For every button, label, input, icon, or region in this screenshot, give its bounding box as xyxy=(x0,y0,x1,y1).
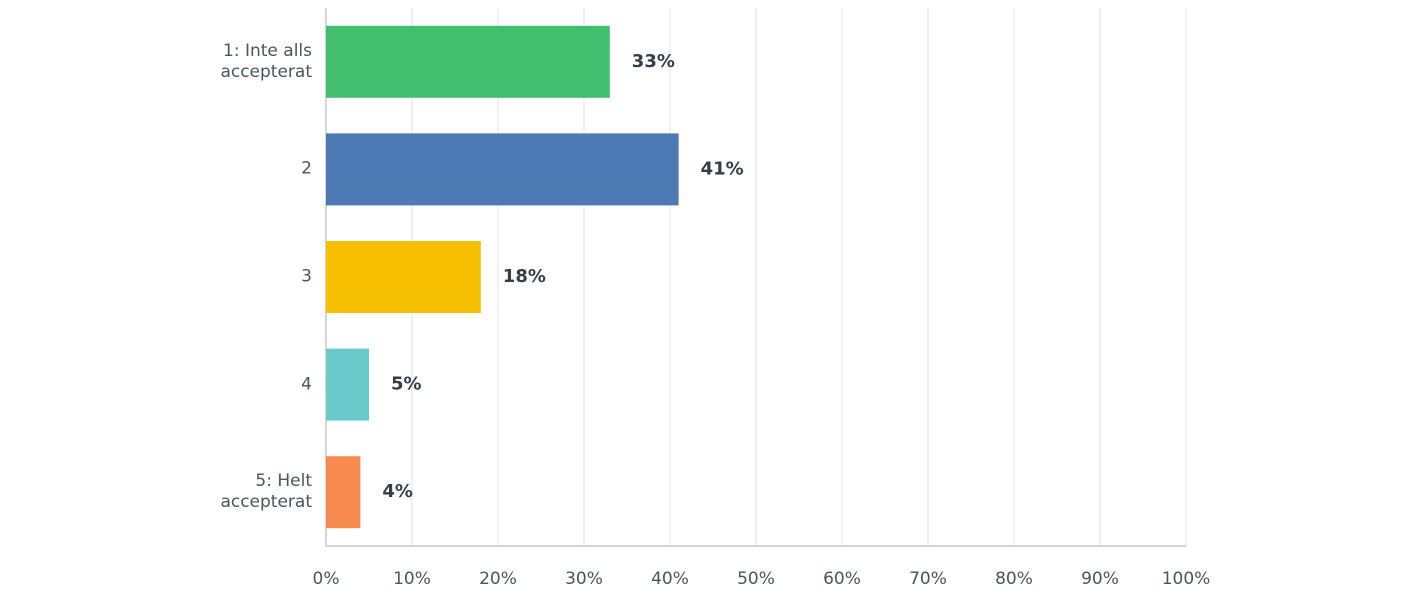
x-tick-label: 70% xyxy=(909,569,947,589)
x-tick-label: 10% xyxy=(393,569,431,589)
bar xyxy=(326,25,610,98)
y-tick-label: 3 xyxy=(301,266,312,287)
x-tick-label: 30% xyxy=(565,569,603,589)
bar xyxy=(326,456,361,529)
x-tick-label: 80% xyxy=(995,569,1033,589)
bar xyxy=(326,241,481,313)
value-label: 5% xyxy=(391,374,422,395)
x-tick-label: 40% xyxy=(651,569,689,589)
x-tick-label: 90% xyxy=(1081,569,1119,589)
bar xyxy=(326,348,369,421)
bar xyxy=(326,133,679,206)
x-tick-label: 0% xyxy=(313,569,340,589)
y-tick-label: 2 xyxy=(301,158,312,179)
value-label: 41% xyxy=(701,158,744,179)
value-label: 33% xyxy=(632,51,675,72)
x-tick-label: 60% xyxy=(823,569,861,589)
y-tick-label: 5: Helt accepterat xyxy=(220,471,312,513)
x-tick-label: 50% xyxy=(737,569,775,589)
y-tick-label: 1: Inte alls accepterat xyxy=(220,40,312,82)
value-label: 18% xyxy=(503,266,546,287)
x-tick-label: 20% xyxy=(479,569,517,589)
y-tick-label: 4 xyxy=(301,374,312,395)
value-label: 4% xyxy=(382,481,413,502)
x-tick-label: 100% xyxy=(1162,569,1211,589)
